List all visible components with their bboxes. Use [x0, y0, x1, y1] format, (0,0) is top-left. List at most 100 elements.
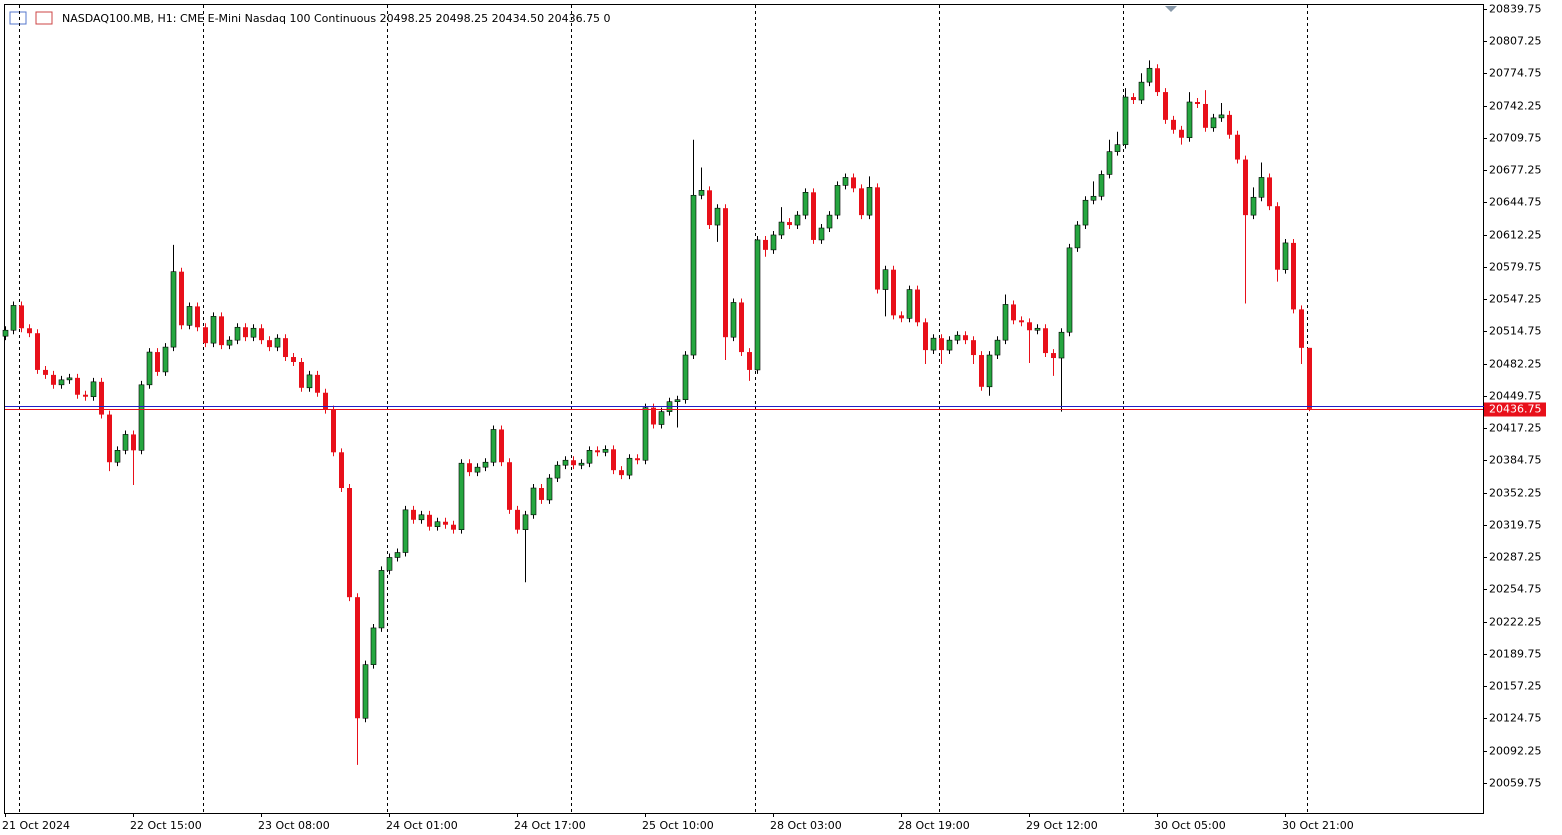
candle-body — [331, 409, 336, 453]
candle-body — [818, 227, 825, 241]
chart-icon[interactable] — [35, 11, 53, 25]
candle-body — [754, 239, 761, 371]
candle-body — [658, 411, 665, 425]
candle-body — [859, 188, 864, 216]
candle-body — [35, 333, 40, 370]
x-tick-label: 22 Oct 15:00 — [130, 819, 202, 832]
candle-body — [1275, 206, 1280, 270]
y-tick-label: 20254.75 — [1489, 583, 1542, 596]
candle-body — [522, 514, 529, 530]
candle-body — [1146, 67, 1153, 83]
candle-body — [626, 457, 633, 476]
candle-body — [99, 381, 104, 415]
candle-body — [490, 429, 497, 463]
candle-body — [1155, 68, 1160, 93]
candle-body — [306, 374, 313, 389]
candle-body — [114, 450, 121, 463]
y-tick-label: 20677.25 — [1489, 164, 1542, 177]
candle-body — [875, 187, 880, 290]
candle-body — [730, 302, 737, 338]
candle-body — [179, 271, 184, 326]
candle-body — [1002, 304, 1009, 341]
x-tick-label: 28 Oct 03:00 — [770, 819, 842, 832]
candle-body — [1098, 174, 1105, 197]
x-tick-label: 25 Oct 10:00 — [642, 819, 714, 832]
x-tick-label: 30 Oct 21:00 — [1282, 819, 1354, 832]
y-tick-label: 20059.75 — [1489, 777, 1542, 790]
candle-body — [90, 381, 97, 398]
candle-body — [915, 289, 920, 323]
candle-body — [954, 334, 961, 341]
candle-body — [138, 384, 145, 451]
candle-body — [122, 434, 129, 451]
candle-body — [1074, 224, 1081, 249]
candle-body — [1051, 353, 1056, 359]
candle-body — [1122, 96, 1129, 145]
candle-body — [1082, 199, 1089, 226]
candle-body — [226, 339, 233, 346]
x-tick-label: 30 Oct 05:00 — [1154, 819, 1226, 832]
x-tick-label: 21 Oct 2024 — [2, 819, 70, 832]
candle-body — [690, 194, 697, 356]
candle-body — [714, 207, 721, 226]
candle-body — [250, 327, 257, 338]
candle-body — [994, 339, 1001, 356]
candle-body — [1250, 196, 1257, 216]
y-tick-label: 20157.25 — [1489, 680, 1542, 693]
candle-body — [66, 377, 73, 381]
candle-body — [747, 352, 752, 370]
candle-body — [1179, 129, 1184, 138]
candle-body — [1299, 309, 1304, 348]
candle-body — [162, 346, 169, 373]
candle-body — [1163, 92, 1168, 120]
candle-body — [794, 214, 801, 226]
candle-body — [586, 450, 593, 464]
y-tick-label: 20807.25 — [1489, 35, 1542, 48]
candle-body — [75, 377, 80, 395]
candle-body — [602, 449, 609, 453]
candle-body — [155, 352, 160, 372]
y-tick-label: 20222.25 — [1489, 616, 1542, 629]
y-tick-label: 20612.25 — [1489, 229, 1542, 242]
candle-body — [51, 374, 56, 385]
y-tick-label: 20514.75 — [1489, 325, 1542, 338]
candle-body — [299, 361, 304, 388]
candle-body — [802, 192, 809, 216]
candle-body — [394, 552, 401, 558]
candle-body — [826, 214, 833, 229]
candle-body — [243, 327, 248, 338]
candle-body — [210, 316, 217, 344]
candle-body — [1058, 331, 1065, 359]
candle-body — [963, 335, 968, 341]
candle-body — [946, 339, 953, 351]
y-tick-label: 20189.75 — [1489, 648, 1542, 661]
candle-body — [611, 449, 616, 471]
candle-body — [1114, 144, 1121, 152]
candle-body — [291, 357, 296, 362]
candle-body — [763, 239, 768, 250]
candle-body — [906, 289, 913, 319]
candle-body — [458, 462, 465, 530]
candle-body — [10, 305, 17, 331]
candle-body — [27, 328, 32, 334]
candle-body — [1195, 101, 1200, 104]
candle-body — [1267, 177, 1272, 207]
candle-body — [554, 464, 561, 479]
x-tick-label: 28 Oct 19:00 — [898, 819, 970, 832]
shift-marker — [1165, 6, 1177, 12]
y-tick-label: 20547.25 — [1489, 293, 1542, 306]
candle-body — [339, 452, 344, 489]
candle-body — [682, 354, 689, 400]
candle-body — [1027, 322, 1032, 331]
plot-frame — [4, 4, 1484, 814]
candle-body — [378, 570, 385, 629]
y-tick-label: 20352.25 — [1489, 487, 1542, 500]
y-tick-label: 20774.75 — [1489, 67, 1542, 80]
candle-body — [386, 557, 393, 571]
menu-icon[interactable] — [9, 11, 27, 25]
candle-body — [971, 340, 976, 356]
candle-body — [930, 337, 937, 351]
candle-body — [1258, 177, 1265, 198]
